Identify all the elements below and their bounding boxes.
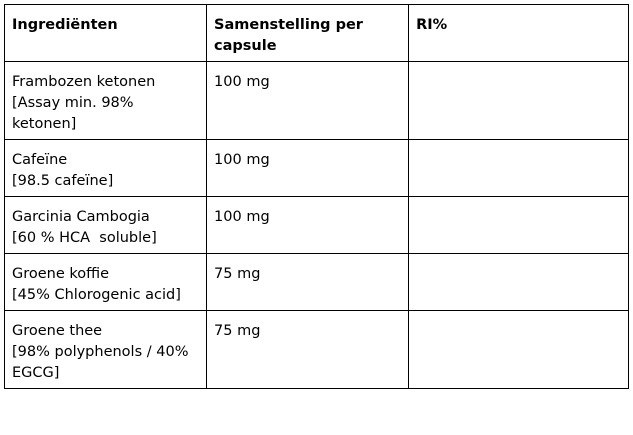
ingredients-table: Ingrediënten Samenstelling per capsule R… — [3, 4, 629, 389]
ri-cell — [408, 61, 629, 140]
ingredient-name: Groene koffie — [12, 266, 110, 282]
ri-cell — [408, 196, 629, 254]
ingredient-cell: Cafeïne [98.5 cafeïne] — [3, 139, 208, 197]
ingredient-name: Groene thee — [12, 323, 103, 339]
ingredient-spec: [45% Chlorogenic acid] — [12, 287, 181, 303]
table-row: Groene thee [98% polyphenols / 40% EGCG]… — [3, 310, 629, 389]
header-ri: RI% — [408, 4, 629, 62]
amount-cell: 75 mg — [206, 310, 410, 389]
header-ingredient: Ingrediënten — [3, 4, 208, 62]
amount-cell: 75 mg — [206, 253, 410, 311]
ingredient-spec: [Assay min. 98% ketonen] — [12, 95, 134, 132]
ri-cell — [408, 253, 629, 311]
table-row: Cafeïne [98.5 cafeïne] 100 mg — [3, 139, 629, 197]
table-row: Groene koffie [45% Chlorogenic acid] 75 … — [3, 253, 629, 311]
ingredient-spec: [98.5 cafeïne] — [12, 173, 114, 189]
ingredient-cell: Frambozen ketonen [Assay min. 98% ketone… — [3, 61, 208, 140]
ingredient-name: Cafeïne — [12, 152, 68, 168]
table-header-row: Ingrediënten Samenstelling per capsule R… — [3, 4, 629, 62]
ingredient-cell: Groene koffie [45% Chlorogenic acid] — [3, 253, 208, 311]
ingredient-spec: [60 % HCA soluble] — [12, 230, 157, 246]
ingredient-spec: [98% polyphenols / 40% EGCG] — [12, 344, 189, 381]
ingredient-name: Garcinia Cambogia — [12, 209, 150, 225]
ingredient-name: Frambozen ketonen — [12, 74, 156, 90]
table-row: Garcinia Cambogia [60 % HCA soluble] 100… — [3, 196, 629, 254]
table-row: Frambozen ketonen [Assay min. 98% ketone… — [3, 61, 629, 140]
ingredient-cell: Groene thee [98% polyphenols / 40% EGCG] — [3, 310, 208, 389]
ri-cell — [408, 139, 629, 197]
ri-cell — [408, 310, 629, 389]
amount-cell: 100 mg — [206, 139, 410, 197]
amount-cell: 100 mg — [206, 196, 410, 254]
ingredient-cell: Garcinia Cambogia [60 % HCA soluble] — [3, 196, 208, 254]
amount-cell: 100 mg — [206, 61, 410, 140]
header-composition: Samenstelling per capsule — [206, 4, 410, 62]
